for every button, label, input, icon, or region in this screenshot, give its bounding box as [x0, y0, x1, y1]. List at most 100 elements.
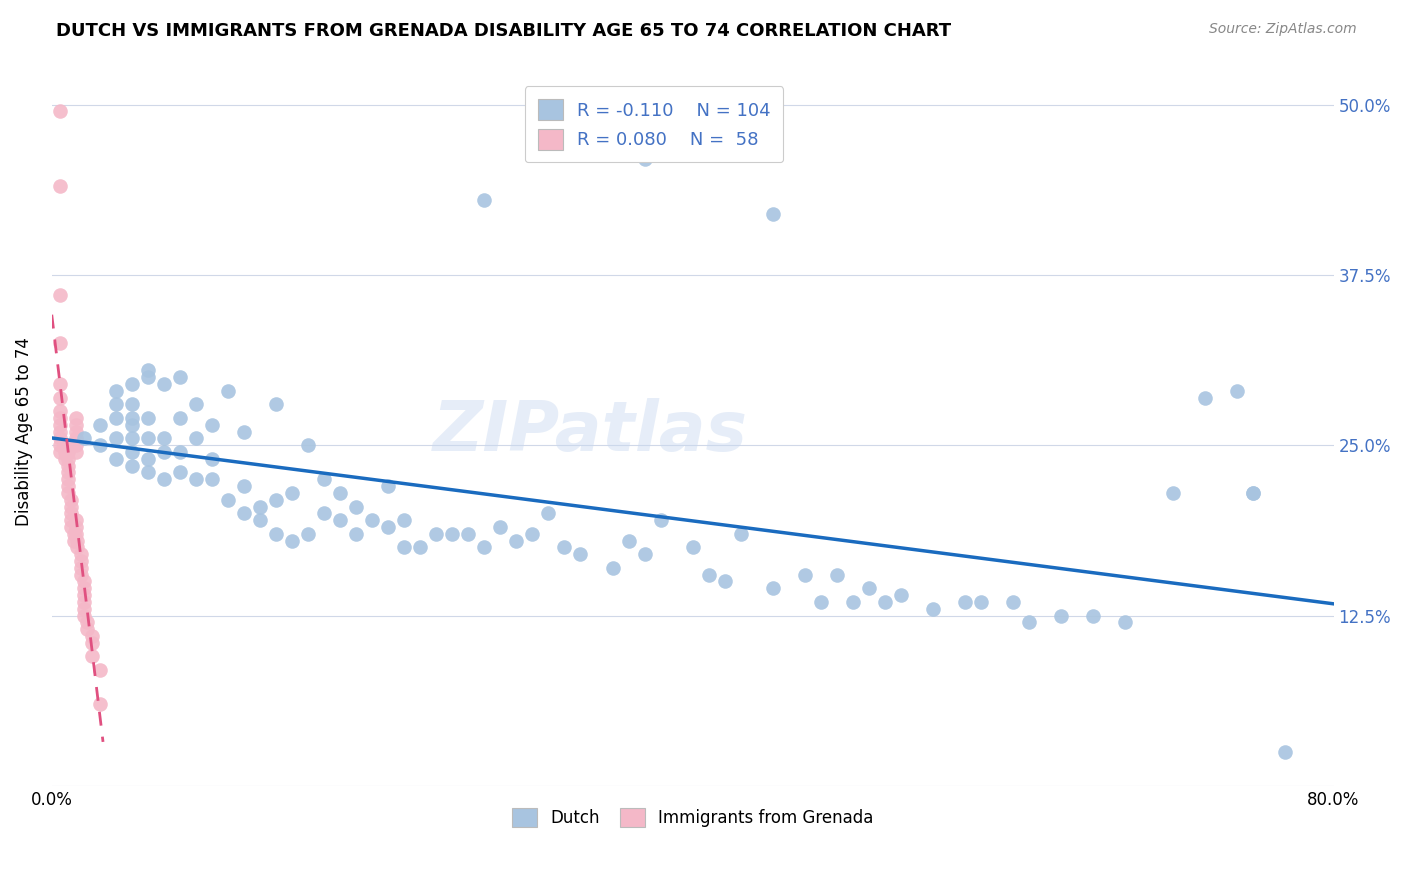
- Point: [264, 397, 287, 411]
- Point: [89, 697, 111, 711]
- Point: [602, 561, 624, 575]
- Point: [65, 520, 87, 534]
- Point: [201, 472, 224, 486]
- Point: [59, 506, 82, 520]
- Point: [73, 595, 96, 609]
- Point: [59, 492, 82, 507]
- Point: [184, 472, 207, 486]
- Point: [80, 629, 103, 643]
- Point: [762, 581, 785, 595]
- Point: [49, 438, 72, 452]
- Point: [713, 574, 735, 589]
- Point: [49, 417, 72, 432]
- Point: [65, 432, 87, 446]
- Point: [890, 588, 912, 602]
- Point: [329, 486, 352, 500]
- Legend: Dutch, Immigrants from Grenada: Dutch, Immigrants from Grenada: [505, 802, 880, 834]
- Point: [104, 384, 127, 398]
- Point: [56, 472, 79, 486]
- Point: [63, 526, 86, 541]
- Point: [394, 541, 416, 555]
- Point: [104, 397, 127, 411]
- Point: [89, 663, 111, 677]
- Point: [697, 567, 720, 582]
- Point: [49, 179, 72, 194]
- Point: [80, 636, 103, 650]
- Point: [136, 451, 159, 466]
- Y-axis label: Disability Age 65 to 74: Disability Age 65 to 74: [15, 337, 32, 526]
- Point: [249, 500, 271, 514]
- Point: [153, 445, 176, 459]
- Point: [441, 526, 464, 541]
- Point: [136, 432, 159, 446]
- Point: [121, 445, 143, 459]
- Point: [201, 417, 224, 432]
- Point: [394, 513, 416, 527]
- Point: [617, 533, 640, 548]
- Point: [682, 541, 704, 555]
- Text: ZIPatlas: ZIPatlas: [433, 398, 748, 465]
- Point: [169, 445, 191, 459]
- Point: [1002, 595, 1025, 609]
- Text: Source: ZipAtlas.com: Source: ZipAtlas.com: [1209, 22, 1357, 37]
- Point: [344, 526, 367, 541]
- Point: [793, 567, 815, 582]
- Point: [49, 104, 72, 119]
- Point: [264, 526, 287, 541]
- Point: [121, 432, 143, 446]
- Point: [69, 547, 91, 561]
- Point: [65, 425, 87, 439]
- Point: [569, 547, 592, 561]
- Point: [56, 445, 79, 459]
- Point: [457, 526, 479, 541]
- Point: [281, 486, 304, 500]
- Point: [66, 533, 89, 548]
- Point: [49, 404, 72, 418]
- Point: [825, 567, 848, 582]
- Point: [59, 513, 82, 527]
- Point: [264, 492, 287, 507]
- Point: [425, 526, 447, 541]
- Point: [329, 513, 352, 527]
- Point: [553, 541, 575, 555]
- Point: [53, 438, 76, 452]
- Point: [233, 425, 256, 439]
- Point: [314, 472, 336, 486]
- Point: [69, 554, 91, 568]
- Point: [953, 595, 976, 609]
- Point: [377, 520, 399, 534]
- Point: [217, 492, 239, 507]
- Point: [922, 601, 945, 615]
- Point: [169, 370, 191, 384]
- Point: [522, 526, 544, 541]
- Point: [842, 595, 865, 609]
- Point: [1114, 615, 1136, 630]
- Text: DUTCH VS IMMIGRANTS FROM GRENADA DISABILITY AGE 65 TO 74 CORRELATION CHART: DUTCH VS IMMIGRANTS FROM GRENADA DISABIL…: [56, 22, 952, 40]
- Point: [1241, 486, 1264, 500]
- Point: [1274, 745, 1296, 759]
- Point: [121, 458, 143, 473]
- Point: [472, 541, 495, 555]
- Point: [65, 411, 87, 425]
- Point: [73, 581, 96, 595]
- Point: [361, 513, 384, 527]
- Point: [1241, 486, 1264, 500]
- Point: [136, 363, 159, 377]
- Point: [153, 472, 176, 486]
- Point: [1194, 391, 1216, 405]
- Point: [1161, 486, 1184, 500]
- Point: [65, 417, 87, 432]
- Point: [730, 526, 752, 541]
- Point: [65, 526, 87, 541]
- Point: [505, 533, 527, 548]
- Point: [76, 622, 98, 636]
- Point: [80, 649, 103, 664]
- Point: [49, 432, 72, 446]
- Point: [65, 445, 87, 459]
- Point: [762, 207, 785, 221]
- Point: [281, 533, 304, 548]
- Point: [104, 451, 127, 466]
- Point: [136, 411, 159, 425]
- Point: [89, 438, 111, 452]
- Point: [73, 601, 96, 615]
